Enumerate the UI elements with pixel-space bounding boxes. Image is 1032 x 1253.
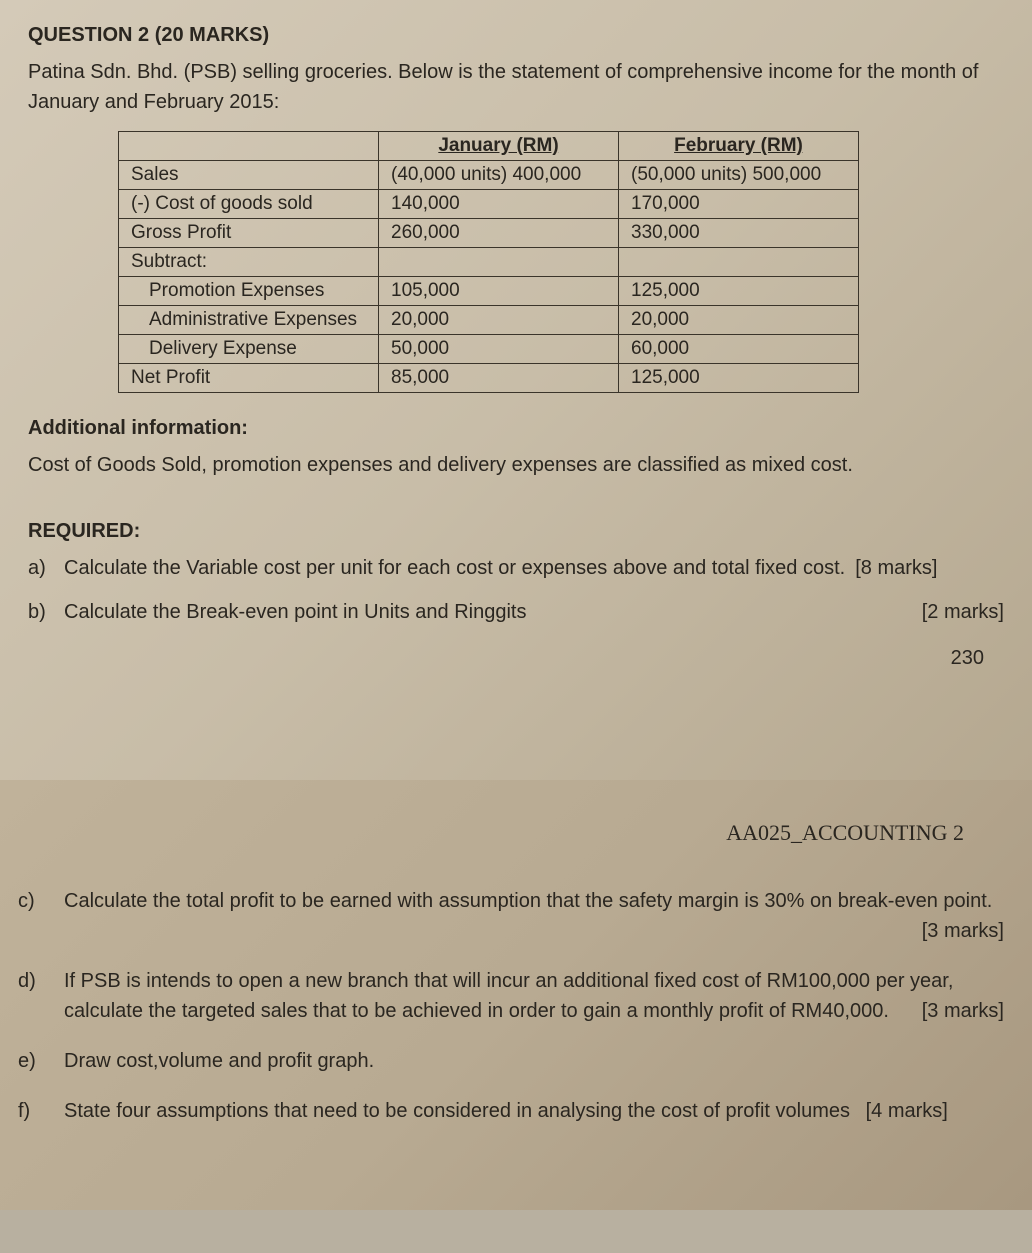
req-letter: b) — [28, 597, 64, 627]
table-header-jan: January (RM) — [379, 132, 619, 161]
table-cell-feb: 125,000 — [619, 277, 859, 306]
table-cell-label: (-) Cost of goods sold — [119, 190, 379, 219]
additional-info-title: Additional information: — [28, 417, 1004, 440]
table-cell-label: Net Profit — [119, 364, 379, 393]
course-code: AA025_ACCOUNTING 2 — [28, 820, 1004, 846]
table-cell-jan: (40,000 units) 400,000 — [379, 161, 619, 190]
table-cell-jan: 50,000 — [379, 335, 619, 364]
req-marks: [2 marks] — [922, 597, 1004, 627]
table-row: Net Profit85,000125,000 — [119, 364, 859, 393]
req-text: Draw cost,volume and profit graph. — [64, 1046, 1004, 1076]
req-letter: e) — [18, 1046, 64, 1076]
requirement-c: c) Calculate the total profit to be earn… — [28, 886, 1004, 946]
table-body: Sales(40,000 units) 400,000(50,000 units… — [119, 161, 859, 393]
required-title: REQUIRED: — [28, 520, 1004, 543]
table-cell-label: Gross Profit — [119, 219, 379, 248]
table-row: Gross Profit260,000330,000 — [119, 219, 859, 248]
req-text: Calculate the Variable cost per unit for… — [64, 553, 1004, 583]
requirement-a: a) Calculate the Variable cost per unit … — [28, 553, 1004, 583]
req-marks: [8 marks] — [855, 557, 937, 579]
table-cell-label: Delivery Expense — [119, 335, 379, 364]
req-letter: c) — [18, 886, 64, 916]
table-cell-jan: 20,000 — [379, 306, 619, 335]
table-cell-feb: 20,000 — [619, 306, 859, 335]
req-letter: a) — [28, 553, 64, 583]
table-cell-feb: 170,000 — [619, 190, 859, 219]
income-statement-table: January (RM) February (RM) Sales(40,000 … — [118, 131, 859, 393]
req-letter: f) — [18, 1096, 64, 1126]
table-cell-feb: 125,000 — [619, 364, 859, 393]
table-header-feb: February (RM) — [619, 132, 859, 161]
table-header-row: January (RM) February (RM) — [119, 132, 859, 161]
req-text: State four assumptions that need to be c… — [64, 1096, 1004, 1126]
requirement-f: f) State four assumptions that need to b… — [28, 1096, 1004, 1126]
req-text: Calculate the Break-even point in Units … — [64, 597, 912, 627]
requirement-d: d) If PSB is intends to open a new branc… — [28, 966, 1004, 1026]
req-letter: d) — [18, 966, 64, 996]
table-cell-jan: 85,000 — [379, 364, 619, 393]
page-top: QUESTION 2 (20 MARKS) Patina Sdn. Bhd. (… — [0, 0, 1032, 780]
table-cell-feb: (50,000 units) 500,000 — [619, 161, 859, 190]
table-cell-feb: 330,000 — [619, 219, 859, 248]
table-cell-jan: 140,000 — [379, 190, 619, 219]
req-marks: [3 marks] — [922, 996, 1004, 1026]
page-bottom: AA025_ACCOUNTING 2 c) Calculate the tota… — [0, 780, 1032, 1210]
requirement-b: b) Calculate the Break-even point in Uni… — [28, 597, 1004, 627]
table-cell-jan: 260,000 — [379, 219, 619, 248]
table-cell-label: Subtract: — [119, 248, 379, 277]
table-row: (-) Cost of goods sold140,000170,000 — [119, 190, 859, 219]
table-cell-label: Sales — [119, 161, 379, 190]
page-number: 230 — [28, 647, 1004, 670]
table-cell-jan: 105,000 — [379, 277, 619, 306]
additional-info-text: Cost of Goods Sold, promotion expenses a… — [28, 450, 1004, 480]
question-title: QUESTION 2 (20 MARKS) — [28, 24, 1004, 47]
table-row: Delivery Expense50,00060,000 — [119, 335, 859, 364]
intro-text: Patina Sdn. Bhd. (PSB) selling groceries… — [28, 57, 1004, 117]
table-header-blank — [119, 132, 379, 161]
table-row: Promotion Expenses105,000125,000 — [119, 277, 859, 306]
req-text: Calculate the total profit to be earned … — [64, 886, 1004, 946]
requirement-e: e) Draw cost,volume and profit graph. — [28, 1046, 1004, 1076]
table-row: Subtract: — [119, 248, 859, 277]
table-cell-label: Promotion Expenses — [119, 277, 379, 306]
table-row: Sales(40,000 units) 400,000(50,000 units… — [119, 161, 859, 190]
req-marks: [4 marks] — [866, 1100, 948, 1122]
table-cell-jan — [379, 248, 619, 277]
table-row: Administrative Expenses20,00020,000 — [119, 306, 859, 335]
table-cell-label: Administrative Expenses — [119, 306, 379, 335]
table-cell-feb: 60,000 — [619, 335, 859, 364]
req-text: If PSB is intends to open a new branch t… — [64, 966, 1004, 1026]
table-cell-feb — [619, 248, 859, 277]
req-marks: [3 marks] — [922, 916, 1004, 946]
